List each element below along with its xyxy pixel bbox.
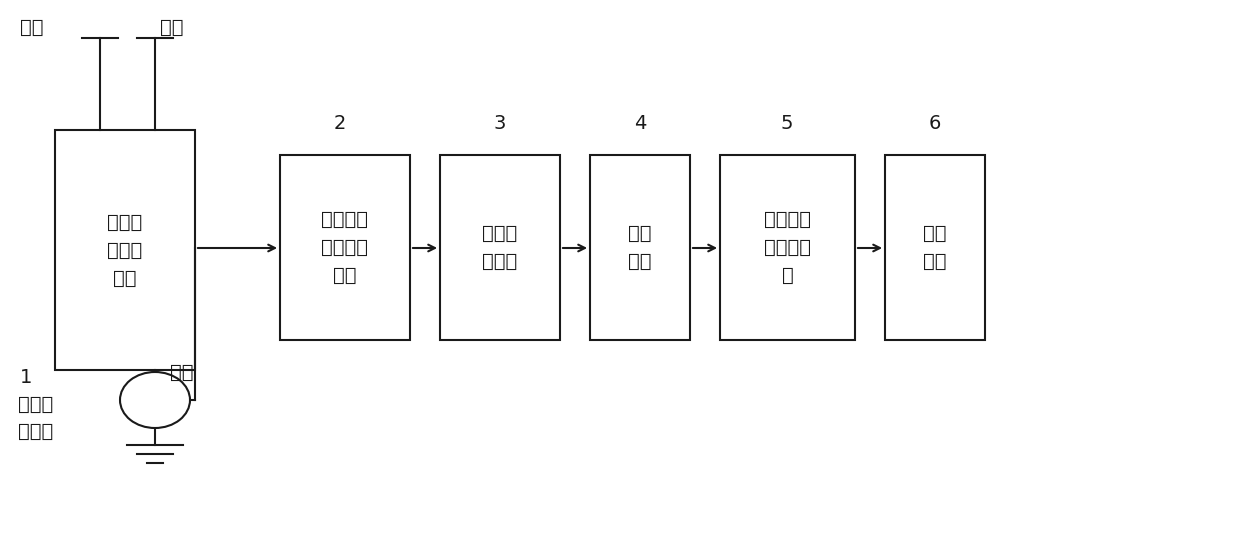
- Text: 4: 4: [634, 114, 646, 133]
- Text: 2: 2: [334, 114, 346, 133]
- Text: 泄漏电流
信号前级
处理: 泄漏电流 信号前级 处理: [321, 210, 368, 285]
- Text: 5: 5: [781, 114, 794, 133]
- Bar: [885, 155, 985, 340]
- Text: 末屏: 末屏: [170, 363, 193, 382]
- Text: 罗夫斯
基线圈: 罗夫斯 基线圈: [19, 395, 53, 440]
- Text: 1: 1: [20, 368, 32, 387]
- Bar: [280, 155, 410, 340]
- Bar: [55, 130, 195, 370]
- Bar: [440, 155, 560, 340]
- Bar: [590, 155, 689, 340]
- Text: 泄漏电流
特征量提
取: 泄漏电流 特征量提 取: [764, 210, 811, 285]
- Text: 故障
诊断: 故障 诊断: [924, 224, 947, 271]
- Text: 3: 3: [494, 114, 506, 133]
- Text: 母线: 母线: [20, 18, 43, 37]
- Text: 数据采
集系统: 数据采 集系统: [482, 224, 517, 271]
- Text: 电容型
电流互
感器: 电容型 电流互 感器: [108, 213, 143, 288]
- Text: 6: 6: [929, 114, 941, 133]
- Bar: [720, 155, 856, 340]
- Text: 母线: 母线: [160, 18, 184, 37]
- Ellipse shape: [120, 372, 190, 428]
- Text: 去噪
处理: 去噪 处理: [629, 224, 652, 271]
